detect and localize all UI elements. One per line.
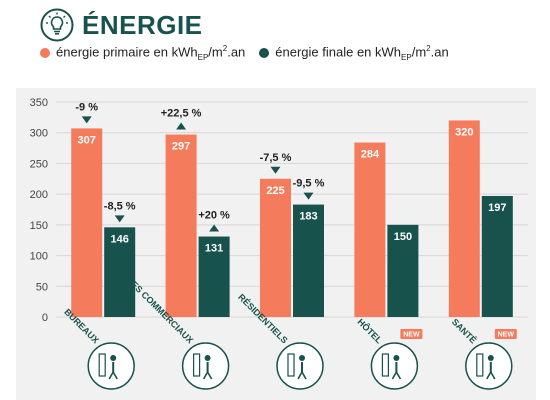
bar-value-label: 197 bbox=[488, 202, 506, 214]
bar-value-label: 284 bbox=[361, 149, 380, 161]
pictogram-building bbox=[98, 353, 106, 377]
pictogram-leg bbox=[202, 371, 209, 380]
pictogram-leg bbox=[490, 371, 496, 380]
bar-final bbox=[387, 224, 419, 317]
y-tick-label: 200 bbox=[30, 189, 48, 201]
down-triangle-icon bbox=[303, 192, 314, 200]
y-tick-label: 350 bbox=[30, 97, 48, 109]
bar-value-label: 307 bbox=[78, 134, 96, 146]
up-triangle-icon bbox=[209, 224, 220, 232]
pictogram-building bbox=[287, 353, 295, 377]
up-triangle-icon bbox=[176, 122, 187, 130]
bar-primary bbox=[448, 120, 480, 317]
header: ÉNERGIE bbox=[40, 8, 203, 42]
bar-final bbox=[104, 227, 136, 317]
variation-label: -8,5 % bbox=[104, 200, 136, 212]
new-badge bbox=[494, 329, 517, 339]
y-tick-label: 50 bbox=[36, 281, 48, 293]
pictogram-head bbox=[393, 355, 400, 361]
new-badge-label: NEW bbox=[403, 332, 420, 339]
bar-primary bbox=[260, 178, 291, 317]
escalator-shopper-icon bbox=[181, 342, 230, 390]
pictogram-building bbox=[476, 353, 484, 377]
y-tick-label: 250 bbox=[30, 158, 48, 170]
pictogram-leg bbox=[108, 371, 114, 380]
pictogram-head bbox=[110, 355, 117, 361]
pictogram-building bbox=[381, 353, 389, 377]
bar-final bbox=[481, 195, 513, 317]
bar-primary bbox=[354, 142, 386, 317]
variation-label: -9 % bbox=[75, 101, 98, 113]
variation-label: -9,5 % bbox=[293, 178, 325, 190]
legend-label-primary: énergie primaire en kWhEP/m2.an bbox=[56, 44, 246, 62]
down-triangle-icon bbox=[81, 116, 92, 124]
pictogram-leg bbox=[301, 371, 307, 380]
legend-item-final: énergie finale en kWhEP/m2.an bbox=[259, 44, 449, 62]
category-label: SANTÉ bbox=[450, 317, 479, 346]
y-tick-label: 0 bbox=[42, 312, 48, 324]
pictogram-leg bbox=[206, 371, 213, 380]
y-tick-label: 100 bbox=[30, 251, 48, 263]
legend-swatch-primary bbox=[40, 47, 50, 58]
y-tick-label: 150 bbox=[30, 220, 48, 232]
lightbulb-icon bbox=[40, 8, 74, 42]
variation-label: -7,5 % bbox=[260, 152, 292, 164]
bar-primary bbox=[71, 128, 103, 317]
new-badge bbox=[400, 329, 423, 339]
pictogram-leg bbox=[391, 371, 398, 380]
chart-panel: 0 50 100 150 200 250 300 350 307 297 225 284 320 146 1… bbox=[16, 88, 536, 400]
down-triangle-icon bbox=[114, 215, 125, 223]
legend: énergie primaire en kWhEP/m2.an énergie … bbox=[40, 44, 463, 62]
pictogram-head bbox=[204, 355, 211, 361]
bar-value-label: 150 bbox=[394, 231, 412, 243]
bar-final bbox=[293, 204, 324, 317]
bar-value-label: 225 bbox=[266, 185, 284, 197]
category-label: HÔTEL bbox=[355, 316, 385, 346]
pictogram-leg bbox=[297, 371, 303, 380]
bar-final bbox=[198, 236, 230, 317]
new-badge-label: NEW bbox=[498, 332, 515, 339]
bar-value-label: 146 bbox=[111, 233, 129, 245]
bar-value-label: 131 bbox=[205, 243, 223, 255]
bar-primary bbox=[165, 134, 197, 317]
pictogram-head bbox=[487, 355, 494, 361]
pictogram-head bbox=[299, 355, 305, 361]
office-worker-icon bbox=[87, 342, 135, 390]
down-triangle-icon bbox=[270, 166, 281, 174]
bar-chart: 0 50 100 150 200 250 300 350 307 297 225 284 320 146 1… bbox=[30, 97, 528, 390]
y-tick-label: 300 bbox=[30, 128, 48, 140]
hotel-bed-icon bbox=[370, 342, 419, 390]
residential-walker-icon bbox=[276, 342, 324, 390]
health-cross-icon bbox=[465, 342, 513, 390]
variation-label: +20 % bbox=[198, 210, 230, 222]
bar-value-label: 320 bbox=[455, 126, 473, 138]
bar-value-label: 183 bbox=[299, 211, 317, 223]
pictogram-leg bbox=[112, 371, 118, 380]
pictogram-leg bbox=[486, 371, 492, 380]
pictogram-building bbox=[193, 353, 201, 377]
pictogram-leg bbox=[395, 371, 402, 380]
variation-label: +22,5 % bbox=[161, 108, 202, 120]
legend-label-final: énergie finale en kWhEP/m2.an bbox=[275, 44, 449, 62]
legend-swatch-final bbox=[259, 47, 270, 58]
legend-item-primary: énergie primaire en kWhEP/m2.an bbox=[40, 44, 245, 62]
bar-value-label: 297 bbox=[172, 141, 190, 153]
chart-title: ÉNERGIE bbox=[82, 9, 203, 40]
